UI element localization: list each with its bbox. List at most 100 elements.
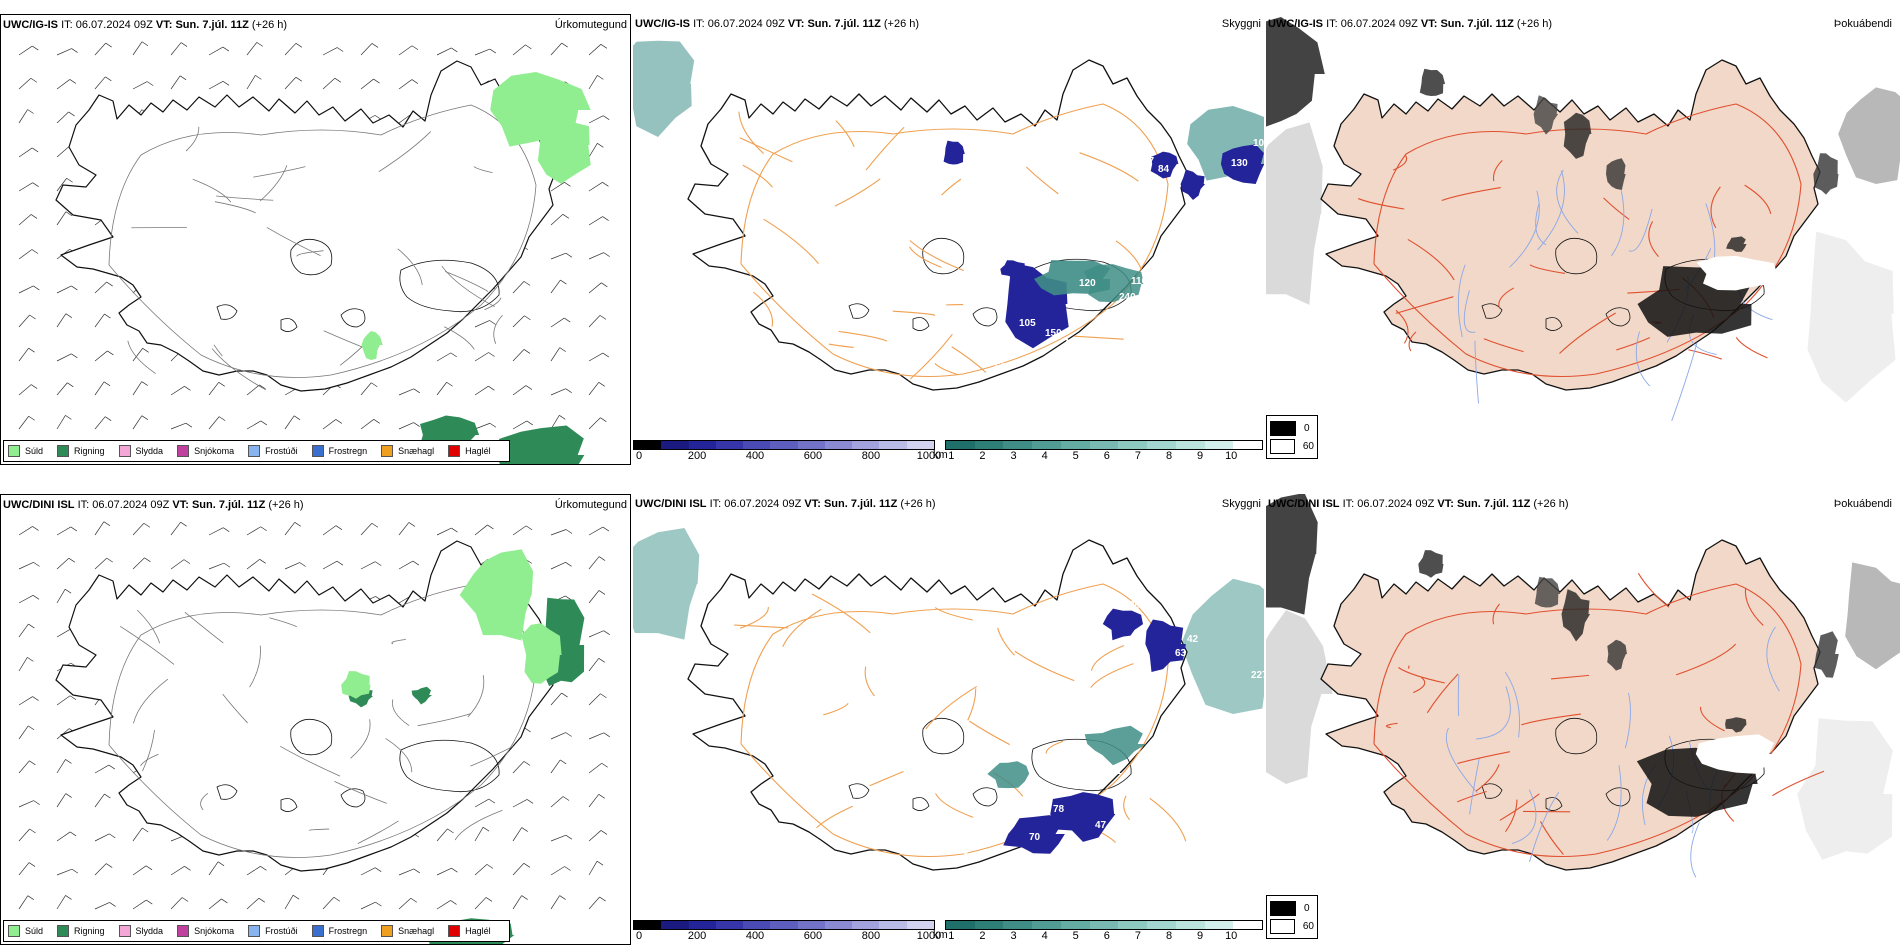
legend-item: Súld — [8, 925, 43, 937]
colorbar-tick: 200 — [687, 930, 707, 942]
fog-panel-top: UWC/IG-IS IT: 06.07.2024 09Z VT: Sun. 7.… — [1266, 14, 1900, 465]
visibility-panel-top: 9467841061303912011624010515048715046 UW… — [633, 14, 1264, 465]
legend-item: Frostúði — [248, 445, 298, 457]
fog-map — [1266, 494, 1900, 878]
fog-legend-row: 0 — [1270, 899, 1314, 917]
cloud-base-label: 39 — [1057, 234, 1069, 245]
colorbar-tick: 1000 — [916, 450, 942, 462]
legend-item: Snjókoma — [177, 925, 234, 937]
iceland-map — [687, 539, 1188, 871]
legend-item: Haglél — [448, 925, 491, 937]
legend-item: Súld — [8, 445, 43, 457]
panel-name: Úrkomutegund — [554, 19, 627, 31]
legend-label: Frostregn — [328, 926, 368, 936]
precip-legend: Súld Rigning Slydda Snjókoma Frostúði Frostre… — [3, 440, 510, 462]
precip-type-panel-bottom: UWC/DINI ISL IT: 06.07.2024 09Z VT: Sun.… — [0, 494, 631, 945]
legend-swatch — [8, 925, 20, 937]
colorbar-tick: 7 — [1134, 450, 1141, 462]
colorbar-tick: 8 — [1165, 450, 1173, 462]
fog-index-background — [1266, 17, 1900, 403]
colorbar-tick: 2 — [979, 450, 986, 462]
precip-legend: Súld Rigning Slydda Snjókoma Frostúði Frostre… — [3, 920, 510, 942]
cloud-base-label: 63 — [1175, 648, 1187, 659]
legend-label: Rigning — [74, 446, 105, 456]
legend-swatch — [381, 445, 394, 457]
colorbar-tick: 4 — [1041, 450, 1048, 462]
cloud-base-label: 105 — [1019, 318, 1036, 329]
colorbar-tick: 3 — [1010, 930, 1017, 942]
legend-swatch — [57, 925, 70, 937]
fog-legend: 0 60 — [1266, 895, 1318, 939]
colorbar-ticks: 0 200 400 600 800 1000 — [633, 930, 941, 943]
precip-map — [18, 41, 610, 464]
legend-swatch — [311, 445, 324, 457]
legend-item: Rigning — [57, 925, 105, 937]
cloud-base-label: 48 — [1011, 342, 1023, 353]
cloud-base-label: 86 — [957, 846, 969, 857]
cloud-base-label: 231 — [1105, 766, 1122, 777]
legend-label: Frostúði — [265, 926, 298, 936]
fog-swatch — [1270, 438, 1295, 454]
cloud-base-label: 94 — [1117, 132, 1129, 143]
cloud-base-label: 42 — [1187, 634, 1199, 645]
colorbar-tick: 10 — [1225, 450, 1238, 462]
panel-title: UWC/IG-IS IT: 06.07.2024 09Z VT: Sun. 7.… — [635, 18, 920, 30]
road-network — [108, 104, 537, 391]
cloud-base-label: 13 — [1141, 749, 1153, 760]
cloud-base-label: 78 — [1053, 804, 1065, 815]
legend-item: Slydda — [118, 925, 163, 937]
colorbar-tick: 4 — [1041, 930, 1048, 942]
colorbar-ticks: 1 2 3 4 5 6 7 8 9 10 — [945, 930, 1263, 943]
iceland-map — [687, 59, 1188, 391]
fog-areas — [1418, 550, 1839, 817]
colorbar-tick: 600 — [803, 930, 823, 942]
precip-map — [18, 521, 610, 944]
fog-panel-bottom: UWC/DINI ISL IT: 06.07.2024 09Z VT: Sun.… — [1266, 494, 1900, 945]
fog-map — [1266, 17, 1900, 422]
visibility-fog-areas — [633, 40, 1264, 181]
legend-swatch — [448, 445, 461, 457]
colorbar-tick: 800 — [861, 450, 881, 462]
fog-legend-row: 60 — [1270, 917, 1314, 935]
colorbar-tick: 9 — [1197, 450, 1204, 462]
cloud-base-label: 227 — [1251, 670, 1264, 681]
visibility-colorbar: 1 2 3 4 5 6 7 8 9 10 km — [933, 920, 1263, 943]
legend-label: Snæhagl — [398, 926, 435, 936]
colorbar-tick: 10 — [1225, 930, 1238, 942]
cloud-base-label: 130 — [1231, 158, 1248, 169]
colorbar-unit: km — [933, 449, 948, 461]
legend-label: Slydda — [135, 446, 164, 456]
cloud-base-label: 46 — [1063, 358, 1075, 369]
panel-title: UWC/IG-IS IT: 06.07.2024 09Z VT: Sun. 7.… — [3, 19, 288, 31]
legend-swatch — [8, 445, 20, 457]
visibility-colorbar: 1 2 3 4 5 6 7 8 9 10 km — [933, 440, 1263, 463]
fog-legend-value: 0 — [1304, 422, 1310, 434]
colorbar-unit: km — [933, 929, 948, 941]
panel-title: UWC/DINI ISL IT: 06.07.2024 09Z VT: Sun.… — [635, 498, 936, 510]
legend-item: Haglél — [448, 445, 491, 457]
visibility-panel-bottom: 8042632271323119578708647 UWC/DINI ISL I… — [633, 494, 1264, 945]
colorbar-strip — [945, 920, 1263, 930]
fog-swatch — [1270, 900, 1296, 916]
legend-swatch — [311, 925, 324, 937]
legend-swatch — [248, 925, 261, 937]
colorbar-strip — [633, 920, 935, 930]
cloud-base-label: 195 — [1088, 779, 1105, 790]
legend-label: Frostregn — [328, 446, 368, 456]
legend-swatch — [381, 925, 394, 937]
colorbar-strip — [633, 440, 935, 450]
precip-areas — [361, 72, 591, 464]
height-colorbar: 02004006008001000m — [633, 920, 941, 943]
fog-legend-row: 60 — [1270, 437, 1314, 455]
visibility-fog-areas — [633, 528, 1264, 714]
colorbar-tick: 1 — [948, 930, 955, 942]
colorbar-ticks: 1 2 3 4 5 6 7 8 9 10 — [945, 450, 1263, 463]
fog-legend: 0 60 — [1266, 415, 1318, 459]
panel-name: Skyggni — [1221, 498, 1261, 510]
colorbar-tick: 7 — [1134, 930, 1141, 942]
colorbar-tick: 6 — [1103, 450, 1110, 462]
colorbar-tick: 3 — [1010, 450, 1017, 462]
